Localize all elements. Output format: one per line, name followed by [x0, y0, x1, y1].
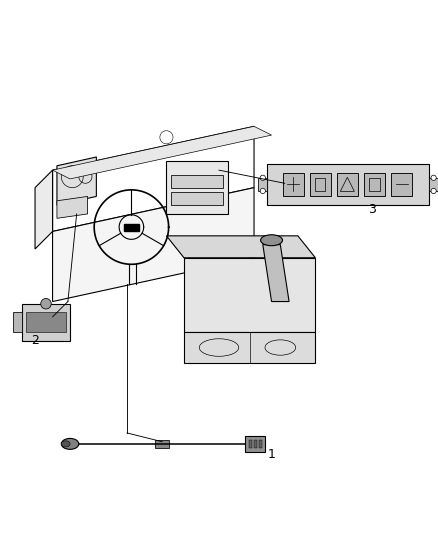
Polygon shape — [35, 170, 53, 249]
Circle shape — [260, 175, 265, 181]
Polygon shape — [263, 245, 289, 302]
Polygon shape — [184, 332, 315, 363]
Ellipse shape — [61, 439, 79, 449]
Polygon shape — [57, 197, 88, 219]
Bar — [155, 440, 169, 448]
Polygon shape — [53, 126, 272, 179]
Bar — [26, 312, 66, 332]
Circle shape — [431, 175, 436, 181]
Bar — [310, 173, 331, 196]
Circle shape — [260, 188, 265, 193]
Bar — [22, 304, 70, 341]
Ellipse shape — [261, 235, 283, 246]
Bar — [166, 161, 228, 214]
Polygon shape — [258, 178, 267, 191]
Bar — [337, 173, 358, 196]
Bar — [254, 440, 257, 448]
Bar — [13, 312, 22, 332]
Bar — [245, 436, 265, 452]
Bar — [171, 174, 223, 188]
Bar — [391, 173, 412, 196]
Bar — [315, 178, 325, 190]
Text: 3: 3 — [368, 203, 376, 216]
Polygon shape — [57, 157, 96, 205]
Polygon shape — [184, 258, 315, 332]
Bar — [124, 223, 139, 231]
Bar — [283, 173, 304, 196]
Bar — [171, 192, 223, 205]
Ellipse shape — [61, 441, 70, 447]
Polygon shape — [267, 164, 429, 205]
Bar — [369, 178, 380, 190]
Bar — [259, 440, 262, 448]
Polygon shape — [53, 188, 254, 302]
Text: 2: 2 — [31, 335, 39, 348]
Circle shape — [41, 298, 51, 309]
Polygon shape — [166, 236, 315, 258]
Bar — [364, 173, 385, 196]
Circle shape — [431, 188, 436, 193]
Bar — [249, 440, 252, 448]
Polygon shape — [429, 178, 438, 191]
Text: 1: 1 — [268, 448, 276, 462]
